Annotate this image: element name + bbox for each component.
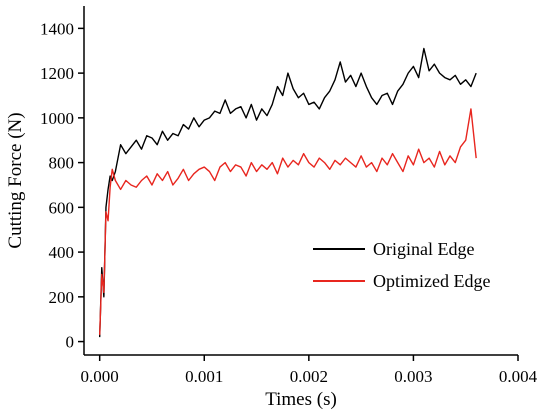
y-tick-label: 400 [49,243,75,262]
y-tick-label: 600 [49,198,75,217]
y-tick-label: 0 [66,333,75,352]
legend-label-optimized-edge: Optimized Edge [373,271,490,291]
series-line-original-edge [98,47,477,338]
y-tick-label: 800 [49,154,75,173]
x-tick-label: 0.004 [499,367,538,386]
y-axis-title: Cutting Force (N) [5,112,26,248]
y-tick-label: 1200 [40,64,74,83]
x-tick-label: 0.001 [185,367,223,386]
axes-layer [78,6,519,361]
y-tick-label: 1400 [40,19,74,38]
series-layer [98,47,477,338]
x-axis-title: Times (s) [265,389,337,410]
x-tick-label: 0.000 [81,367,119,386]
legend: Original Edge Optimized Edge [313,239,490,291]
y-tick-label: 200 [49,288,75,307]
series-line-optimized-edge [98,108,477,335]
x-tick-label: 0.003 [394,367,432,386]
y-tick-label: 1000 [40,109,74,128]
legend-label-original-edge: Original Edge [373,239,474,259]
labels-layer: 0 200 400 600 800 1000 1200 1400 0.000 0.001 0.002… [5,19,538,410]
x-tick-label: 0.002 [290,367,328,386]
